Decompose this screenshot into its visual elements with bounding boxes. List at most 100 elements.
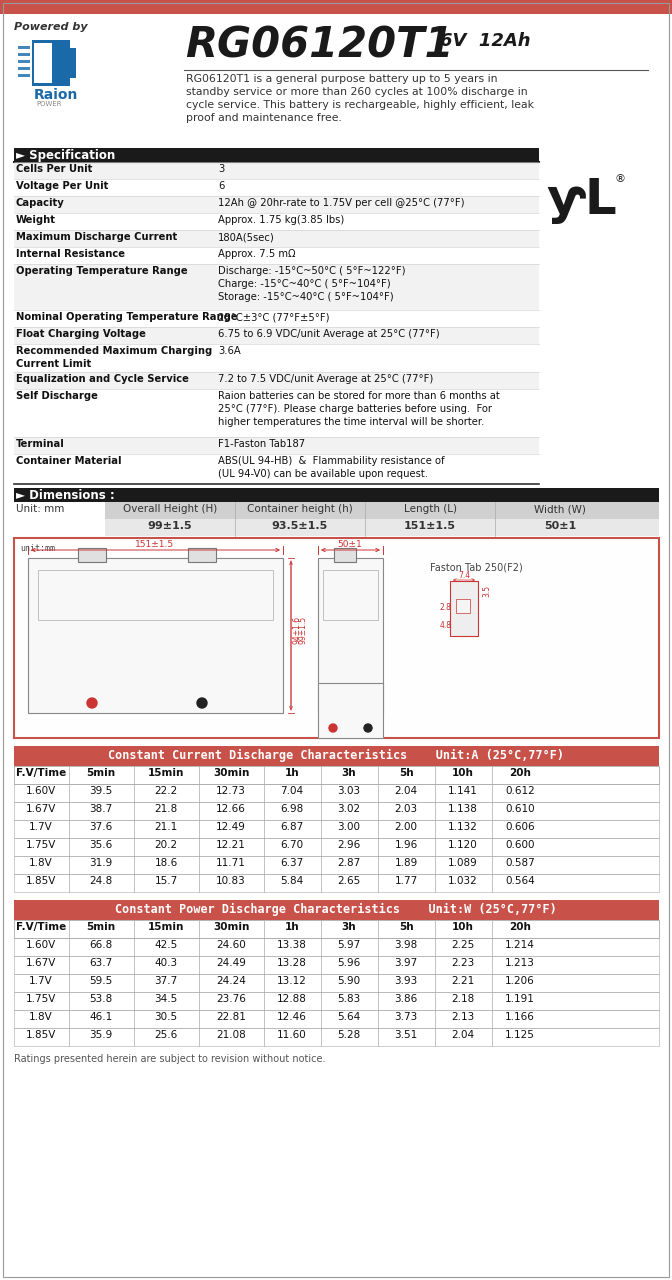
Bar [0, 0, 672, 14]
Text: 50±1: 50±1 [337, 540, 362, 549]
Bar [14, 838, 659, 856]
Bar [18, 46, 30, 49]
Bar [14, 746, 659, 765]
Text: ► Specification: ► Specification [16, 148, 116, 163]
Bar [14, 212, 539, 230]
Text: 3: 3 [218, 164, 224, 174]
Text: 2.03: 2.03 [394, 804, 417, 814]
Bar [14, 856, 659, 874]
Bar [18, 52, 30, 56]
Text: 2.8: 2.8 [440, 603, 452, 613]
Text: 93.5±1.5: 93.5±1.5 [272, 521, 328, 531]
Text: 1.132: 1.132 [448, 822, 478, 832]
Text: 3.5: 3.5 [482, 585, 491, 596]
Text: 5h: 5h [398, 768, 413, 778]
Text: 1.166: 1.166 [505, 1012, 535, 1021]
Text: 1.89: 1.89 [394, 858, 417, 868]
Text: 6.70: 6.70 [280, 840, 304, 850]
Bar [14, 1010, 659, 1028]
Text: 34.5: 34.5 [155, 995, 177, 1004]
Text: 37.6: 37.6 [89, 822, 113, 832]
Text: 1.213: 1.213 [505, 957, 535, 968]
Text: 3.73: 3.73 [394, 1012, 417, 1021]
Text: 3.6A: 3.6A [218, 346, 241, 356]
Text: Ratings presented herein are subject to revision without notice.: Ratings presented herein are subject to … [14, 1053, 325, 1064]
Text: Recommended Maximum Charging
Current Limit: Recommended Maximum Charging Current Lim… [16, 346, 212, 369]
Text: Raion: Raion [34, 88, 79, 102]
Text: 7.2 to 7.5 VDC/unit Average at 25°C (77°F): 7.2 to 7.5 VDC/unit Average at 25°C (77°… [218, 374, 433, 384]
Bar [14, 820, 659, 838]
Text: 2.04: 2.04 [452, 1030, 474, 1039]
Text: 20h: 20h [509, 768, 531, 778]
Bar [14, 372, 539, 389]
Text: 5.97: 5.97 [337, 940, 361, 950]
Text: 6.37: 6.37 [280, 858, 304, 868]
Bar [14, 389, 539, 436]
Text: 2.25: 2.25 [452, 940, 474, 950]
Text: 1.032: 1.032 [448, 876, 478, 886]
Bar [14, 874, 659, 892]
Text: 99±1.5: 99±1.5 [148, 521, 192, 531]
Text: 11.60: 11.60 [277, 1030, 307, 1039]
Bar [456, 599, 470, 613]
Text: 2.18: 2.18 [452, 995, 474, 1004]
Text: 1.8V: 1.8V [29, 1012, 53, 1021]
Bar [14, 148, 539, 163]
Bar [14, 956, 659, 974]
Bar [14, 765, 659, 783]
Text: 22.81: 22.81 [216, 1012, 246, 1021]
Text: Width (W): Width (W) [534, 504, 586, 515]
Text: proof and maintenance free.: proof and maintenance free. [186, 113, 342, 123]
Text: 1.191: 1.191 [505, 995, 535, 1004]
Text: 5.84: 5.84 [280, 876, 304, 886]
Bar [14, 1028, 659, 1046]
Text: 5h: 5h [398, 922, 413, 932]
Text: ABS(UL 94-HB)  &  Flammability resistance of
(UL 94-V0) can be available upon re: ABS(UL 94-HB) & Flammability resistance … [218, 456, 445, 479]
Bar [14, 838, 659, 856]
Bar [14, 310, 539, 326]
Text: Approx. 1.75 kg(3.85 lbs): Approx. 1.75 kg(3.85 lbs) [218, 215, 344, 225]
Bar [14, 488, 659, 502]
Text: RG06120T1 is a general purpose battery up to 5 years in: RG06120T1 is a general purpose battery u… [186, 74, 497, 84]
Text: 20.2: 20.2 [155, 840, 177, 850]
Bar [34, 44, 52, 83]
Text: 151±1.5: 151±1.5 [404, 521, 456, 531]
Text: ► Dimensions :: ► Dimensions : [16, 489, 115, 502]
Text: Unit: mm: Unit: mm [16, 504, 65, 515]
Bar [14, 874, 659, 892]
Bar [18, 74, 30, 77]
Text: Overall Height (H): Overall Height (H) [123, 504, 217, 515]
Text: 31.9: 31.9 [89, 858, 113, 868]
Text: 2.65: 2.65 [337, 876, 361, 886]
Text: 1.85V: 1.85V [26, 1030, 56, 1039]
Bar [14, 163, 539, 179]
Text: cycle service. This battery is rechargeable, highly efficient, leak: cycle service. This battery is rechargea… [186, 100, 534, 110]
Bar [14, 856, 659, 874]
Text: 3.51: 3.51 [394, 1030, 417, 1039]
Text: 40.3: 40.3 [155, 957, 177, 968]
Bar [14, 179, 539, 196]
Text: 3.02: 3.02 [337, 804, 361, 814]
Text: 2.23: 2.23 [452, 957, 474, 968]
Text: 30min: 30min [213, 922, 249, 932]
Text: F1-Faston Tab187: F1-Faston Tab187 [218, 439, 305, 449]
Text: 13.12: 13.12 [277, 975, 307, 986]
Text: 1.67V: 1.67V [26, 957, 56, 968]
Text: 3.97: 3.97 [394, 957, 417, 968]
Text: 0.606: 0.606 [505, 822, 535, 832]
Text: 25.6: 25.6 [155, 1030, 177, 1039]
Text: 5.83: 5.83 [337, 995, 361, 1004]
Text: 21.8: 21.8 [155, 804, 177, 814]
Text: 1.85V: 1.85V [26, 876, 56, 886]
Text: 24.60: 24.60 [216, 940, 246, 950]
Text: 22.2: 22.2 [155, 786, 177, 796]
Text: 42.5: 42.5 [155, 940, 177, 950]
Text: ƴL: ƴL [546, 175, 618, 224]
Bar [14, 974, 659, 992]
Bar [14, 992, 659, 1010]
Text: 0.587: 0.587 [505, 858, 535, 868]
Bar [70, 47, 76, 78]
Bar [14, 247, 539, 264]
Text: 1.7V: 1.7V [29, 822, 53, 832]
Text: 10.83: 10.83 [216, 876, 246, 886]
